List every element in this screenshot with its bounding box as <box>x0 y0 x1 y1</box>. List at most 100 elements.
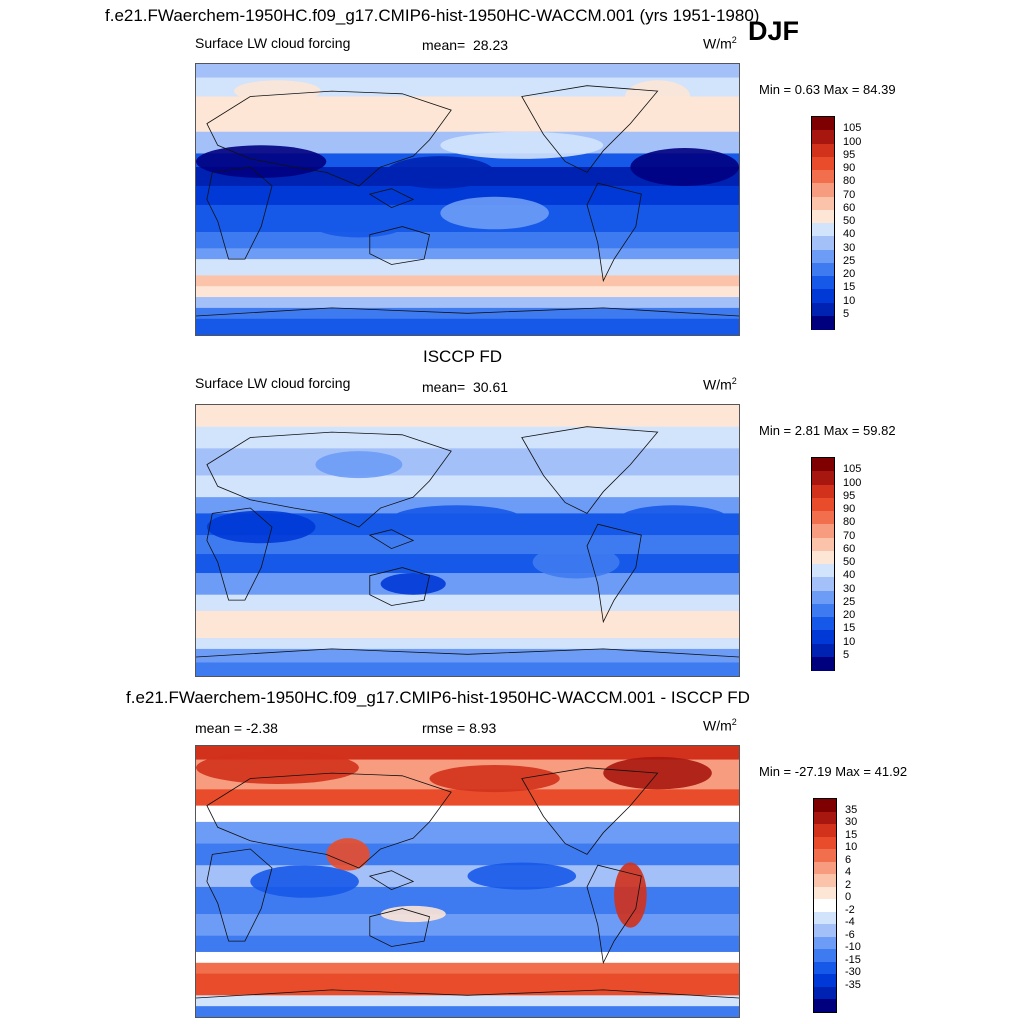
coastline <box>206 166 273 260</box>
colorbar-tick-label: -10 <box>845 941 861 954</box>
field-band <box>196 935 739 953</box>
colorbar-tick-label: 25 <box>843 595 856 608</box>
field-anomaly <box>380 905 446 923</box>
colorbar-tick-label: 30 <box>845 816 858 829</box>
colorbar-boxes <box>811 457 835 671</box>
field-band <box>196 610 739 640</box>
colorbar-tick-label: 100 <box>843 476 862 489</box>
colorbar-tick-label: 30 <box>843 582 856 595</box>
panel1-units-exp: 2 <box>731 35 737 45</box>
colorbar-tick-label: 40 <box>843 569 856 582</box>
field-band <box>196 286 739 299</box>
field-band <box>196 638 739 650</box>
colorbar-swatch <box>812 471 834 486</box>
colorbar-tick-label: 6 <box>845 853 852 866</box>
colorbar-tick-label: 95 <box>843 148 856 161</box>
colorbar-tick-label: 100 <box>843 135 862 148</box>
colorbar-tick-label: 5 <box>843 307 850 320</box>
colorbar-swatch <box>814 899 836 913</box>
colorbar-tick-label: 50 <box>843 215 856 227</box>
field-anomaly <box>467 862 577 890</box>
colorbar-swatch <box>814 949 836 963</box>
panel3-rmse: rmse = 8.93 <box>422 720 496 736</box>
colorbar-tick-label: -30 <box>845 966 861 979</box>
colorbar-tick-label: 70 <box>843 188 856 201</box>
colorbar-swatch <box>812 276 834 290</box>
field-band <box>196 662 739 676</box>
panel3-map <box>195 745 740 1018</box>
colorbar-swatch <box>814 886 836 900</box>
colorbar-tick-label: 15 <box>843 622 856 635</box>
field-band <box>196 259 739 277</box>
colorbar-swatch <box>814 936 836 950</box>
colorbar-swatch <box>812 289 834 304</box>
coastline <box>586 864 642 965</box>
field-anomaly <box>380 573 446 595</box>
colorbar-tick-label: 105 <box>843 463 862 476</box>
colorbar-swatch <box>812 262 834 277</box>
field-band <box>196 995 739 1008</box>
panel3-map-field <box>196 746 739 1017</box>
field-anomaly <box>619 505 729 533</box>
coastline <box>206 848 273 942</box>
colorbar-swatch <box>812 643 834 658</box>
field-band <box>196 307 739 320</box>
field-anomaly <box>250 865 359 898</box>
colorbar-tick-label: -6 <box>845 928 855 941</box>
coastline <box>206 772 452 869</box>
colorbar-swatch <box>814 999 836 1013</box>
colorbar-swatch <box>812 564 834 578</box>
colorbar-tick-label: 10 <box>843 294 856 307</box>
colorbar-swatch <box>812 209 834 224</box>
panel2-map-field <box>196 405 739 676</box>
colorbar-swatch <box>814 924 836 938</box>
field-anomaly <box>440 131 604 159</box>
colorbar-swatch <box>812 656 834 671</box>
coastline <box>206 90 452 187</box>
colorbar-swatch <box>812 550 834 565</box>
field-anomaly <box>196 145 327 178</box>
field-band <box>196 914 739 937</box>
panel1-map <box>195 63 740 336</box>
field-band <box>196 248 739 261</box>
colorbar-tick-label: 2 <box>845 878 852 891</box>
colorbar-swatch <box>812 524 834 539</box>
panel1-variable: Surface LW cloud forcing <box>195 35 351 51</box>
colorbar-swatch <box>814 799 836 812</box>
colorbar-swatch <box>814 974 836 988</box>
field-anomaly <box>630 148 739 186</box>
panel1-title: f.e21.FWaerchem-1950HC.f09_g17.CMIP6-his… <box>105 6 760 25</box>
panel2-mean: mean= 30.61 <box>422 379 508 395</box>
colorbar-boxes <box>813 798 837 1013</box>
colorbar-swatch <box>814 849 836 863</box>
field-band <box>196 951 739 964</box>
colorbar-tick-label: 0 <box>845 891 852 904</box>
panel1-units-base: W/m <box>703 35 732 52</box>
panel3-units-exp: 2 <box>731 717 737 727</box>
colorbar-swatch <box>812 497 834 512</box>
coastline <box>206 431 452 528</box>
colorbar-swatch <box>812 458 834 472</box>
panel2-title: ISCCP FD <box>423 347 503 366</box>
colorbar-swatch <box>812 302 834 317</box>
colorbar-tick-label: 20 <box>843 609 856 621</box>
colorbar-swatch <box>812 315 834 330</box>
colorbar-tick-label: 70 <box>843 529 856 542</box>
field-band <box>196 185 739 206</box>
colorbar-swatch <box>814 874 836 888</box>
colorbar-tick-label: -35 <box>845 978 861 991</box>
field-band <box>196 648 739 664</box>
colorbar-tick-label: 10 <box>843 635 856 648</box>
panel1-mean: mean= 28.23 <box>422 37 508 53</box>
field-anomaly <box>315 451 403 479</box>
panel3-mean-label: mean = <box>195 720 243 736</box>
panel1-minmax: Min = 0.63 Max = 84.39 <box>759 82 896 97</box>
coastline <box>368 188 415 209</box>
colorbar-swatch <box>812 236 834 251</box>
season-label: DJF <box>748 16 800 46</box>
colorbar-tick-label: 80 <box>843 516 856 529</box>
field-anomaly <box>326 838 370 871</box>
coastline <box>369 567 430 606</box>
colorbar-swatch <box>814 824 836 838</box>
panel2-mean-value: 30.61 <box>472 379 509 395</box>
